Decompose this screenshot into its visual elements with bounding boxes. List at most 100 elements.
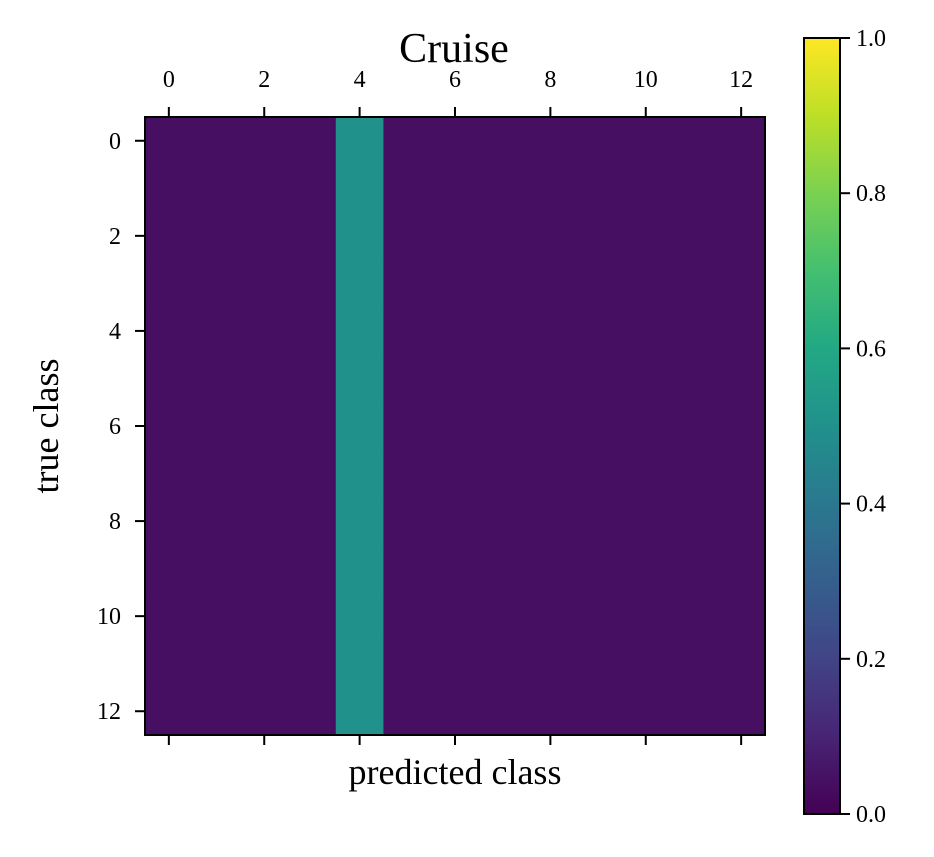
y-tick-label: 4 — [109, 319, 121, 345]
heatmap-cells — [145, 117, 766, 736]
colorbar-tick-label: 0.6 — [856, 336, 886, 362]
heatmap-cell — [240, 354, 289, 403]
heatmap-cell — [669, 449, 718, 498]
heatmap-cell — [478, 164, 528, 213]
heatmap-cell — [478, 402, 528, 451]
heatmap-cell — [288, 307, 337, 356]
heatmap-cell — [669, 497, 718, 546]
heatmap-cell — [240, 212, 289, 261]
heatmap-cell — [288, 354, 337, 403]
heatmap-cell — [478, 449, 528, 498]
heatmap-cell — [717, 259, 766, 308]
colorbar-tick-label: 0.2 — [856, 647, 886, 673]
heatmap-cell — [526, 212, 575, 261]
heatmap-cell — [526, 354, 575, 403]
heatmap-cell — [669, 212, 718, 261]
heatmap-cell — [478, 639, 528, 689]
x-tick-label: 12 — [729, 67, 753, 93]
heatmap-cell — [621, 592, 671, 641]
x-tick-label: 2 — [258, 67, 270, 93]
heatmap-cell — [717, 117, 766, 166]
heatmap-cell — [478, 592, 528, 641]
heatmap-cell — [383, 544, 432, 593]
heatmap-cell — [574, 212, 623, 261]
heatmap-cell — [431, 639, 480, 689]
heatmap-cell — [240, 259, 289, 308]
heatmap-cell — [621, 212, 671, 261]
heatmap-cell — [335, 354, 385, 403]
heatmap-cell — [526, 117, 575, 166]
heatmap-cell — [288, 117, 337, 166]
heatmap-cell — [526, 307, 575, 356]
heatmap-cell — [335, 497, 385, 546]
heatmap-cell — [669, 592, 718, 641]
heatmap-cell — [145, 449, 194, 498]
heatmap-cell — [288, 687, 337, 736]
x-axis-bottom-ticks — [167, 735, 743, 745]
heatmap-cell — [621, 354, 671, 403]
heatmap-cell — [192, 592, 241, 641]
y-axis-label: true class — [26, 359, 66, 494]
heatmap-cell — [335, 117, 385, 166]
heatmap-cell — [145, 544, 194, 593]
heatmap-cell — [383, 164, 432, 213]
heatmap-cell — [240, 592, 289, 641]
heatmap-cell — [526, 544, 575, 593]
heatmap-cell — [431, 307, 480, 356]
x-axis-top: 0 2 4 6 8 10 12 — [163, 67, 753, 117]
heatmap-cell — [288, 402, 337, 451]
heatmap-cell — [431, 402, 480, 451]
heatmap-cell — [192, 449, 241, 498]
heatmap-cell — [669, 259, 718, 308]
heatmap-cell — [240, 544, 289, 593]
heatmap-cell — [240, 449, 289, 498]
heatmap-cell — [145, 117, 194, 166]
heatmap-cell — [526, 164, 575, 213]
heatmap-cell — [669, 164, 718, 213]
heatmap-cell — [431, 544, 480, 593]
heatmap-cell — [717, 354, 766, 403]
heatmap-cell — [574, 307, 623, 356]
heatmap-cell — [335, 592, 385, 641]
heatmap-cell — [478, 259, 528, 308]
heatmap-cell — [192, 117, 241, 166]
heatmap-cell — [383, 117, 432, 166]
heatmap-cell — [240, 117, 289, 166]
heatmap-cell — [574, 449, 623, 498]
x-tick-label: 10 — [634, 67, 658, 93]
colorbar — [803, 37, 841, 815]
heatmap-cell — [288, 639, 337, 689]
heatmap-cell — [335, 544, 385, 593]
y-tick-label: 12 — [97, 699, 121, 725]
heatmap-cell — [621, 687, 671, 736]
heatmap-cell — [145, 639, 194, 689]
heatmap-cell — [431, 354, 480, 403]
heatmap-cell — [288, 259, 337, 308]
heatmap-cell — [431, 449, 480, 498]
heatmap-cell — [574, 117, 623, 166]
heatmap-cell — [669, 402, 718, 451]
heatmap-cell — [526, 449, 575, 498]
heatmap-cell — [621, 164, 671, 213]
heatmap-cell — [383, 592, 432, 641]
heatmap-cell — [717, 449, 766, 498]
heatmap-cell — [335, 307, 385, 356]
heatmap-cell — [478, 687, 528, 736]
heatmap-cell — [383, 212, 432, 261]
heatmap-cell — [431, 687, 480, 736]
heatmap-cell — [383, 402, 432, 451]
heatmap-cell — [526, 639, 575, 689]
heatmap-cell — [383, 639, 432, 689]
heatmap-cell — [145, 497, 194, 546]
heatmap-cell — [478, 212, 528, 261]
heatmap-cell — [192, 164, 241, 213]
heatmap-cell — [335, 259, 385, 308]
y-tick-label: 10 — [97, 604, 121, 630]
heatmap-cell — [574, 259, 623, 308]
heatmap-cell — [192, 639, 241, 689]
heatmap-cell — [574, 402, 623, 451]
heatmap-cell — [621, 117, 671, 166]
heatmap-cell — [192, 544, 241, 593]
heatmap-cell — [669, 687, 718, 736]
heatmap-cell — [335, 402, 385, 451]
